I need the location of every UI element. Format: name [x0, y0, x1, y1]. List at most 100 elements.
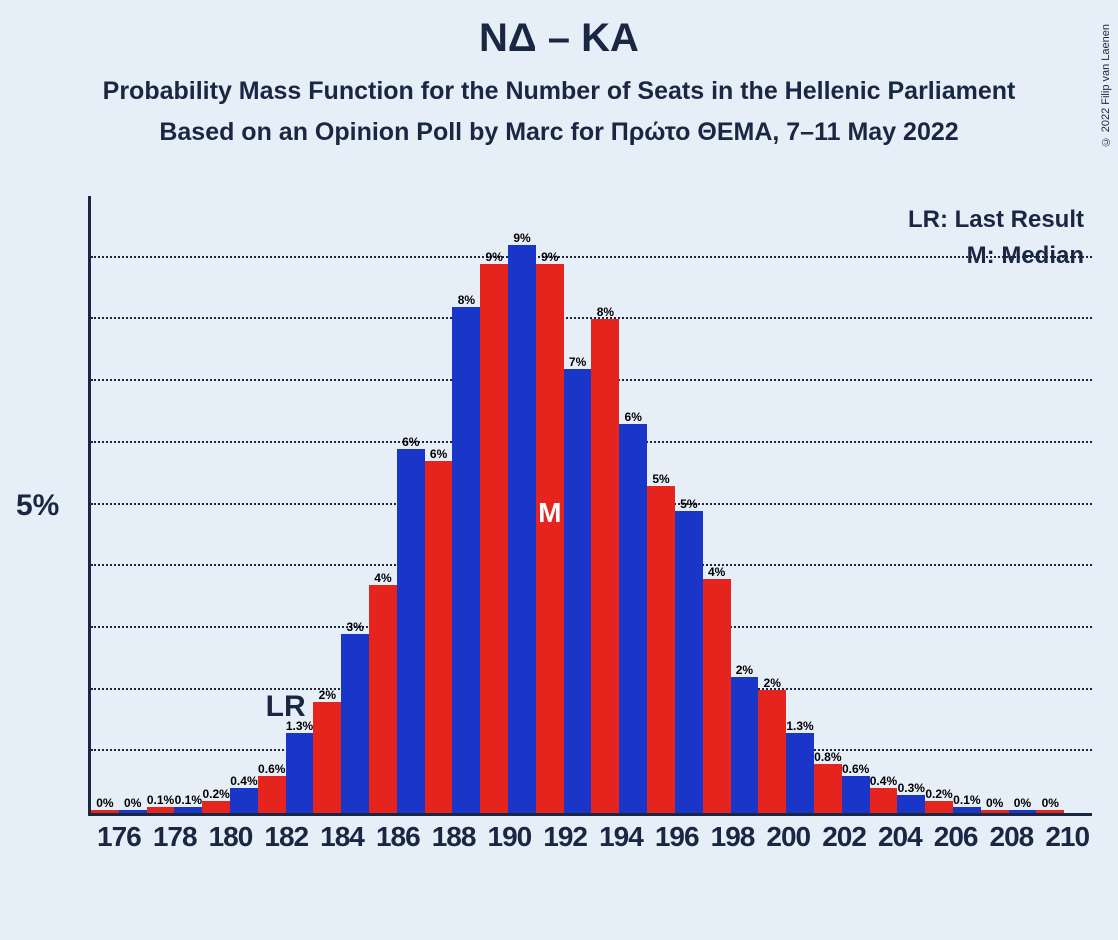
bar: 9%M — [536, 264, 564, 813]
x-tick-label: 200 — [760, 821, 816, 853]
x-tick-label: 190 — [481, 821, 537, 853]
chart-subtitle-2: Based on an Opinion Poll by Marc for Πρώ… — [0, 118, 1118, 147]
bar-pair: 8%6% — [591, 196, 647, 813]
bar-pair: 0.4%0.3% — [870, 196, 926, 813]
bar-value-label: 8% — [458, 293, 475, 307]
bar-value-label: 8% — [597, 305, 614, 319]
bar-value-label: 2% — [764, 676, 781, 690]
bar-pair: 9%9% — [480, 196, 536, 813]
x-tick-label: 180 — [203, 821, 259, 853]
bar: 1.3% — [786, 733, 814, 813]
bar-value-label: 0% — [986, 796, 1003, 810]
bar-value-label: 3% — [346, 620, 363, 634]
bar: 0.1% — [174, 807, 202, 813]
chart-title: ΝΔ – ΚΑ — [0, 16, 1118, 61]
bar: 0.2% — [925, 801, 953, 813]
bar-value-label: 6% — [402, 435, 419, 449]
bars-container: 0%0%0.1%0.1%0.2%0.4%0.6%1.3%LR2%3%4%6%6%… — [91, 196, 1092, 813]
bar: 4% — [703, 579, 731, 813]
bar-value-label: 0% — [96, 796, 113, 810]
bar-value-label: 4% — [708, 565, 725, 579]
bar-value-label: 9% — [513, 231, 530, 245]
x-tick-label: 188 — [426, 821, 482, 853]
x-tick-label: 184 — [314, 821, 370, 853]
x-tick-label: 196 — [649, 821, 705, 853]
bar-pair: 0% — [1036, 196, 1092, 813]
x-tick-row: 1761781801821841861881901921941961982002… — [91, 821, 1095, 853]
bar: 0% — [1036, 810, 1064, 813]
bar-pair: 4% 6% — [369, 196, 425, 813]
bar-value-label: 0.4% — [870, 774, 897, 788]
bar: 0.6% — [842, 776, 870, 813]
last-result-marker: LR — [266, 690, 306, 724]
chart-subtitle-1: Probability Mass Function for the Number… — [0, 77, 1118, 106]
median-marker: M — [538, 497, 561, 529]
bar-value-label: 2% — [736, 663, 753, 677]
bar: 0.6% — [258, 776, 286, 813]
bar-pair: 0.2%0.1% — [925, 196, 981, 813]
bar: 5% — [647, 486, 675, 813]
bar-value-label: 6% — [625, 410, 642, 424]
x-tick-label: 202 — [816, 821, 872, 853]
bar-value-label: 0.2% — [925, 787, 952, 801]
bar-pair: 9%M 7% — [536, 196, 592, 813]
bar-value-label: 0.3% — [898, 781, 925, 795]
bar-value-label: 0.1% — [953, 793, 980, 807]
bar-pair: 0%0% — [981, 196, 1037, 813]
bar: 8% — [591, 319, 619, 813]
x-tick-label: 178 — [147, 821, 203, 853]
bar-value-label: 6% — [430, 447, 447, 461]
bar-pair: 0.2%0.4% — [202, 196, 258, 813]
x-tick-label: 198 — [705, 821, 761, 853]
bar: 2% — [758, 690, 786, 813]
bar: 9% — [508, 245, 536, 813]
bar: 0.2% — [202, 801, 230, 813]
bar-value-label: 0.2% — [202, 787, 229, 801]
bar-value-label: 2% — [319, 688, 336, 702]
bar: 0.3% — [897, 795, 925, 814]
bar: 0.8% — [814, 764, 842, 813]
bar: 5% — [675, 511, 703, 813]
bar: 0.4% — [870, 788, 898, 813]
copyright-text: © 2022 Filip van Laenen — [1100, 24, 1112, 147]
x-tick-label: 182 — [258, 821, 314, 853]
bar-value-label: 0% — [1014, 796, 1031, 810]
bar: 8% — [452, 307, 480, 813]
bar-value-label: 0% — [1042, 796, 1059, 810]
bar-value-label: 4% — [374, 571, 391, 585]
x-axis — [88, 813, 1092, 816]
bar-value-label: 0% — [124, 796, 141, 810]
bar-value-label: 0.1% — [147, 793, 174, 807]
x-tick-label: 204 — [872, 821, 928, 853]
bar-value-label: 5% — [652, 472, 669, 486]
bar-pair: 5%5% — [647, 196, 703, 813]
bar-pair: 0%0% — [91, 196, 147, 813]
bar: 0.1% — [147, 807, 175, 813]
bar: 0% — [1009, 810, 1037, 813]
bar: 2% — [313, 702, 341, 813]
bar-value-label: 0.8% — [814, 750, 841, 764]
x-tick-label: 206 — [928, 821, 984, 853]
x-tick-label: 210 — [1039, 821, 1095, 853]
bar: 0% — [119, 810, 147, 813]
plot-area: 5% LR: Last Result M: Median 0%0%0.1%0.1… — [88, 196, 1092, 816]
y-axis-label: 5% — [16, 489, 59, 523]
bar-value-label: 9% — [486, 250, 503, 264]
bar: 2% — [731, 677, 759, 813]
bar-pair: 2%3% — [313, 196, 369, 813]
bar: 4% — [369, 585, 397, 813]
bar-value-label: 5% — [680, 497, 697, 511]
bar: 0% — [91, 810, 119, 813]
bar-pair: 4%2% — [703, 196, 759, 813]
bar-pair: 0.6%1.3%LR — [258, 196, 314, 813]
bar: 0.1% — [953, 807, 981, 813]
x-tick-label: 176 — [91, 821, 147, 853]
bar-value-label: 7% — [569, 355, 586, 369]
bar: 3% — [341, 634, 369, 813]
bar-value-label: 1.3% — [786, 719, 813, 733]
x-tick-label: 194 — [593, 821, 649, 853]
bar: 6% — [619, 424, 647, 813]
bar: 9% — [480, 264, 508, 813]
x-tick-label: 192 — [537, 821, 593, 853]
x-tick-label: 208 — [984, 821, 1040, 853]
